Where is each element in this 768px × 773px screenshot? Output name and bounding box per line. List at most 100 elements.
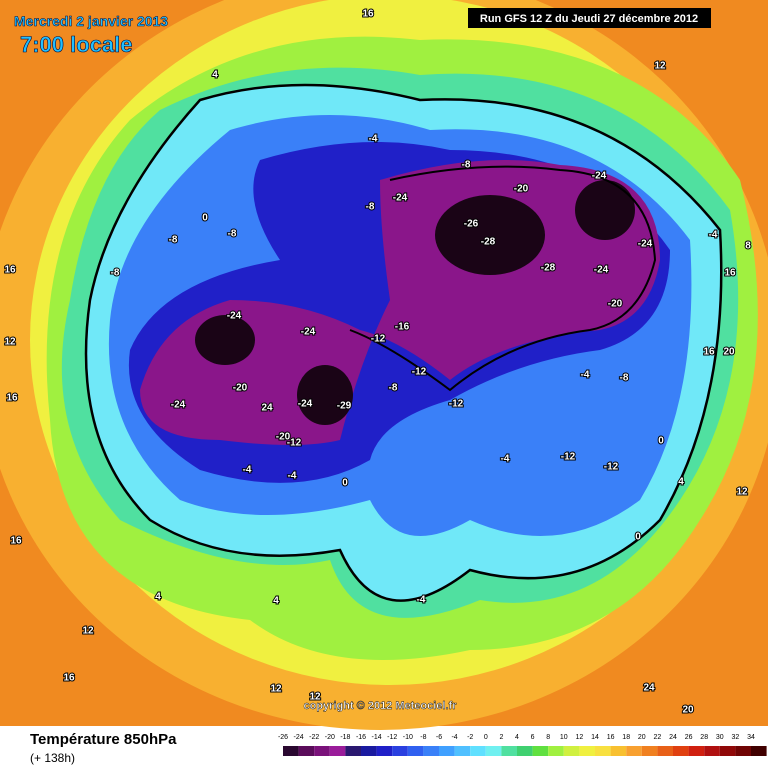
contour-label: -28 [541, 263, 556, 274]
legend-tick-label: 20 [638, 734, 646, 741]
contour-label: -4 [243, 465, 252, 476]
contour-label: -24 [592, 171, 607, 182]
copyright: copyright © 2012 Meteociel.fr [304, 700, 458, 712]
contour-label: 12 [736, 487, 748, 498]
legend-tick-label: 32 [732, 734, 740, 741]
contour-label: -8 [228, 229, 237, 240]
contour-label: 12 [82, 626, 94, 637]
contour-label: -26 [464, 219, 479, 230]
contour-label: -4 [369, 134, 378, 145]
legend-tick-label: 30 [716, 734, 724, 741]
contour-label: 16 [362, 9, 374, 20]
legend-swatch [719, 746, 736, 756]
contour-label: -8 [111, 268, 120, 279]
date-label: Mercredi 2 janvier 2013 [14, 13, 168, 29]
core-greenland [297, 365, 353, 425]
legend-tick-label: 4 [515, 734, 519, 741]
core-canada [195, 315, 255, 365]
legend-tick-label: -26 [278, 734, 288, 741]
legend-swatch [407, 746, 424, 756]
contour-label: -24 [298, 399, 313, 410]
legend-swatch [548, 746, 564, 756]
legend-tick-label: -4 [451, 734, 457, 741]
contour-label: -29 [337, 401, 352, 412]
contour-label: -4 [709, 230, 718, 241]
contour-label: -20 [233, 383, 248, 394]
legend-swatch [657, 746, 673, 756]
contour-label: -8 [462, 160, 471, 171]
legend-swatch [517, 746, 533, 756]
legend-tick-label: 0 [484, 734, 488, 741]
contour-label: 12 [309, 692, 321, 703]
legend-tick-label: -20 [325, 734, 335, 741]
contour-label: 4 [212, 70, 218, 81]
contour-label: -24 [393, 193, 408, 204]
legend-tick-label: -24 [294, 734, 304, 741]
contour-label: -8 [169, 235, 178, 246]
contour-label: -4 [288, 471, 297, 482]
legend-tick-label: -2 [467, 734, 473, 741]
legend-tick-label: 8 [546, 734, 550, 741]
legend-swatch [610, 746, 627, 756]
legend-tick-label: 14 [591, 734, 599, 741]
legend-swatch [688, 746, 705, 756]
contour-label: -12 [449, 399, 464, 410]
contour-label: 20 [723, 347, 735, 358]
contour-label: 16 [703, 347, 715, 358]
contour-label: 0 [342, 478, 348, 489]
contour-label: -24 [171, 400, 186, 411]
legend-tick-label: 2 [499, 734, 503, 741]
footer-title: Température 850hPa [30, 731, 177, 748]
legend-tick-label: -6 [436, 734, 442, 741]
legend-swatch [314, 746, 330, 756]
contour-label: 12 [4, 337, 16, 348]
legend-swatch [283, 746, 299, 756]
legend-swatch [641, 746, 658, 756]
contour-label: -12 [604, 462, 619, 473]
contour-label: -8 [389, 383, 398, 394]
contour-label: -20 [608, 299, 623, 310]
contour-label: 12 [270, 684, 282, 695]
contour-label: -12 [287, 438, 302, 449]
footer-lead: (+ 138h) [30, 751, 75, 765]
contour-label: 0 [658, 436, 664, 447]
contour-label: -12 [371, 334, 386, 345]
contour-label: 24 [643, 683, 655, 694]
legend-swatch [376, 746, 393, 756]
legend-tick-label: 22 [654, 734, 662, 741]
zero-isotherm [84, 83, 723, 602]
contour-label: 16 [63, 673, 75, 684]
contour-label: -24 [638, 239, 653, 250]
legend-swatch [298, 746, 315, 756]
legend-tick-label: 12 [576, 734, 584, 741]
contour-label: -4 [417, 595, 426, 606]
legend-swatch [439, 746, 455, 756]
legend-tick-label: -10 [403, 734, 413, 741]
legend-swatch [704, 746, 720, 756]
legend-swatch [454, 746, 471, 756]
legend-swatch [423, 746, 439, 756]
contour-label: 8 [745, 241, 751, 252]
legend-swatch [470, 746, 486, 756]
legend-swatch [595, 746, 611, 756]
legend-tick-label: -14 [372, 734, 382, 741]
contour-label: -24 [227, 311, 242, 322]
minus20-isotherm [349, 165, 657, 392]
legend-swatch [392, 746, 408, 756]
contour-label: 4 [678, 477, 684, 488]
legend-swatch [751, 746, 767, 756]
legend-tick-label: 28 [700, 734, 708, 741]
legend-swatch [673, 746, 689, 756]
legend-tick-label: 24 [669, 734, 677, 741]
contour-label: 16 [10, 536, 22, 547]
run-label: Run GFS 12 Z du Jeudi 27 décembre 2012 [480, 13, 698, 25]
core-siberia [435, 195, 545, 275]
core-east [575, 180, 635, 240]
contour-label: 12 [654, 61, 666, 72]
legend-tick-label: -12 [387, 734, 397, 741]
legend-tick-label: 34 [747, 734, 755, 741]
run-box [468, 8, 711, 28]
contour-label: 0 [202, 213, 208, 224]
legend-swatch [361, 746, 377, 756]
